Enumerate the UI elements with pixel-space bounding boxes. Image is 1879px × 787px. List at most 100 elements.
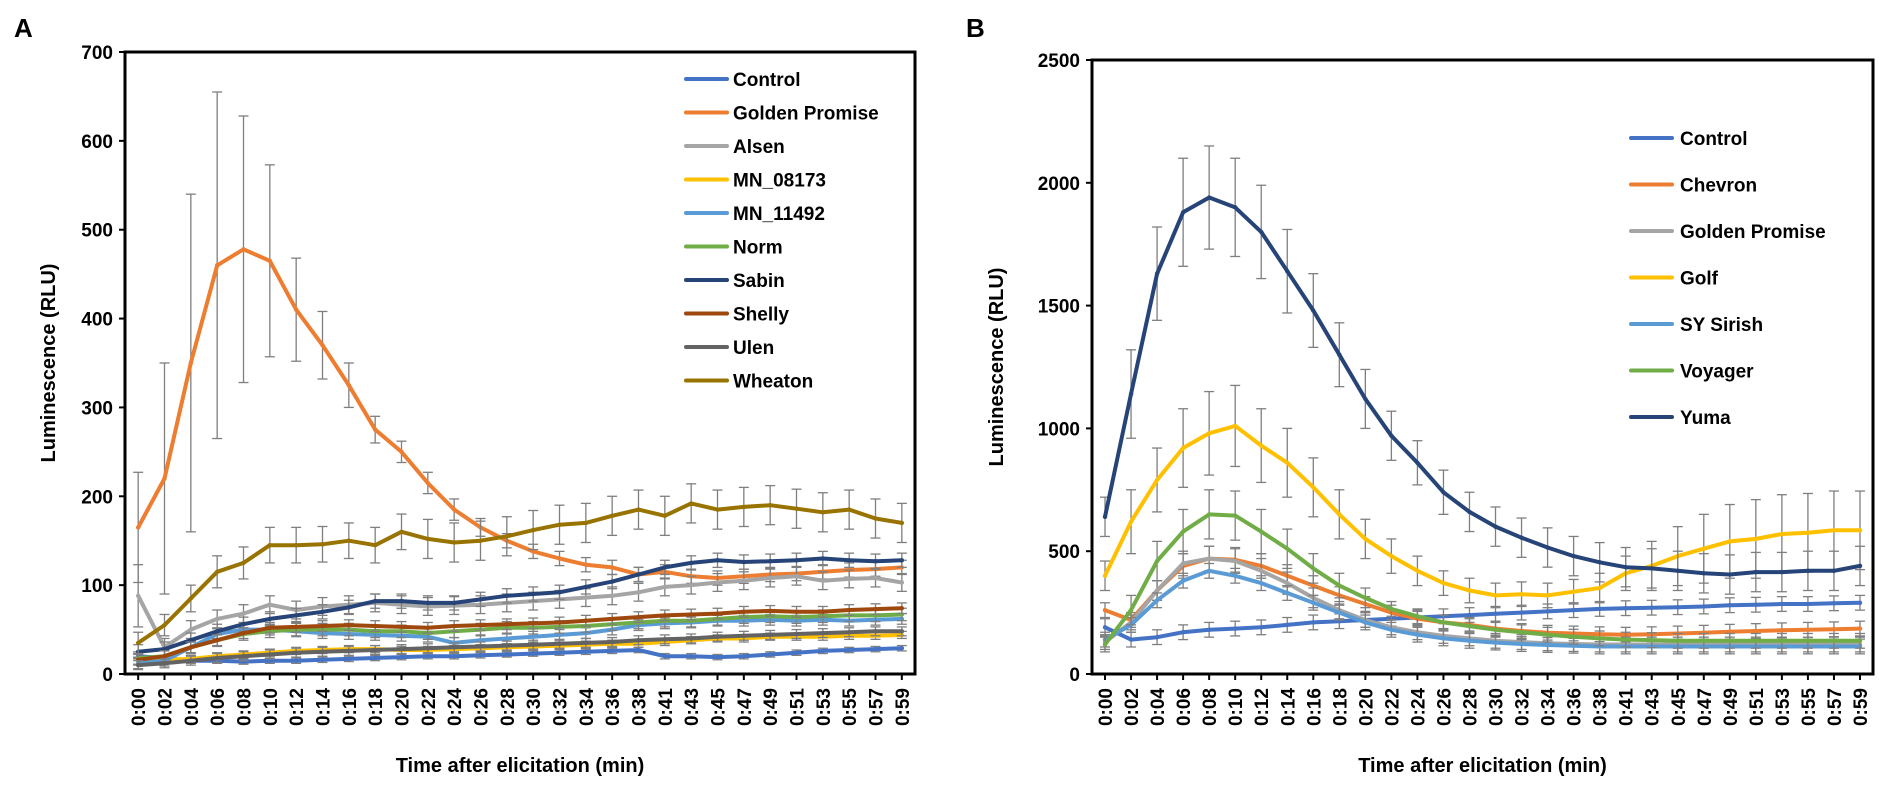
data-point — [1311, 566, 1316, 571]
data-point — [1727, 638, 1733, 644]
x-tick-label: 0:32 — [1513, 688, 1534, 726]
x-tick-label: 0:14 — [314, 688, 335, 726]
data-point — [557, 556, 562, 561]
x-tick-label: 0:04 — [1148, 688, 1169, 726]
data-point — [1597, 636, 1602, 641]
data-point — [1597, 585, 1602, 591]
data-point — [1389, 606, 1394, 612]
data-point — [1232, 558, 1238, 564]
series-line-yuma — [1103, 195, 1862, 577]
data-point — [1779, 638, 1785, 644]
data-point — [1154, 477, 1160, 483]
data-point — [899, 520, 905, 526]
plot-frame — [123, 50, 917, 676]
data-point — [293, 307, 299, 312]
data-point — [1805, 627, 1811, 632]
data-point — [1441, 580, 1446, 586]
data-point — [583, 640, 589, 646]
data-point — [399, 449, 404, 455]
data-point — [636, 507, 641, 512]
data-point — [1831, 528, 1837, 533]
x-tick-label: 0:51 — [1747, 688, 1768, 726]
x-tick-label: 0:22 — [1382, 688, 1403, 726]
series-line-chevron — [1103, 556, 1862, 637]
data-point — [320, 649, 325, 654]
series-line-golden-promise — [136, 247, 904, 580]
data-point — [478, 622, 483, 628]
data-point — [873, 575, 878, 581]
x-tick-label: 0:24 — [445, 688, 466, 726]
legend-label-mn-11492: MN_11492 — [733, 204, 825, 225]
data-point — [1415, 632, 1420, 637]
y-tick-label: 2000 — [1038, 174, 1080, 195]
x-tick-label: 0:34 — [1539, 688, 1560, 726]
data-point — [188, 360, 194, 366]
data-point — [662, 565, 668, 570]
data-point — [1232, 573, 1238, 578]
data-point — [557, 590, 562, 595]
data-point — [741, 559, 747, 565]
data-point — [1154, 598, 1160, 603]
data-point — [873, 558, 878, 564]
data-point — [267, 542, 273, 548]
data-point — [1545, 632, 1550, 637]
data-point — [1753, 638, 1759, 644]
data-point — [1311, 600, 1316, 605]
x-tick-label: 0:41 — [656, 688, 677, 726]
data-point — [688, 582, 694, 588]
x-tick-label: 0:26 — [472, 688, 493, 726]
data-point — [1623, 637, 1628, 642]
legend-label-golden-promise: Golden Promise — [1680, 222, 1826, 243]
data-point — [583, 649, 589, 654]
data-point — [1649, 637, 1654, 643]
data-point — [478, 644, 483, 649]
data-point — [1102, 573, 1108, 578]
data-point — [741, 578, 747, 583]
data-point — [1467, 638, 1472, 644]
x-tick-label: 0:24 — [1408, 688, 1429, 726]
data-point — [1675, 638, 1680, 644]
data-point — [1285, 546, 1290, 551]
data-point — [583, 562, 589, 567]
data-point — [1259, 568, 1264, 574]
series-line-golf — [1103, 423, 1862, 598]
data-point — [241, 622, 246, 627]
data-point — [1285, 269, 1290, 274]
x-tick-label: 0:12 — [287, 688, 308, 726]
data-point — [820, 648, 826, 654]
data-point — [293, 650, 299, 655]
data-point — [530, 634, 536, 639]
data-point — [1128, 637, 1134, 642]
x-tick-label: 0:00 — [129, 688, 150, 726]
series-line-wheaton — [136, 501, 904, 645]
data-point — [504, 643, 510, 648]
data-point — [425, 625, 431, 630]
legend-label-control: Control — [733, 70, 801, 91]
data-point — [1363, 595, 1368, 601]
x-tick-label: 0:38 — [1591, 688, 1612, 726]
data-point — [820, 578, 826, 583]
data-point — [1857, 600, 1863, 605]
x-tick-label: 0:55 — [1799, 688, 1820, 726]
data-point — [425, 654, 431, 659]
data-point — [715, 654, 720, 660]
data-point — [372, 647, 378, 653]
x-tick-label: 0:10 — [261, 688, 282, 726]
data-point — [1779, 628, 1785, 633]
panel-b: B 0 500 1000 1500 2000 2500 0:00 0:02 0:04 0:06 0:0… — [966, 13, 1875, 777]
data-point — [425, 480, 431, 486]
data-point — [241, 247, 246, 252]
data-point — [1102, 607, 1108, 613]
data-point — [1128, 519, 1134, 524]
data-point — [1623, 605, 1628, 611]
data-point — [1805, 638, 1811, 644]
data-point — [1259, 229, 1264, 235]
data-point — [794, 650, 799, 655]
data-point — [425, 600, 431, 606]
data-point — [1154, 558, 1160, 564]
data-point — [214, 629, 220, 634]
data-point — [188, 596, 194, 601]
data-point — [320, 609, 325, 614]
data-point — [1389, 553, 1394, 559]
